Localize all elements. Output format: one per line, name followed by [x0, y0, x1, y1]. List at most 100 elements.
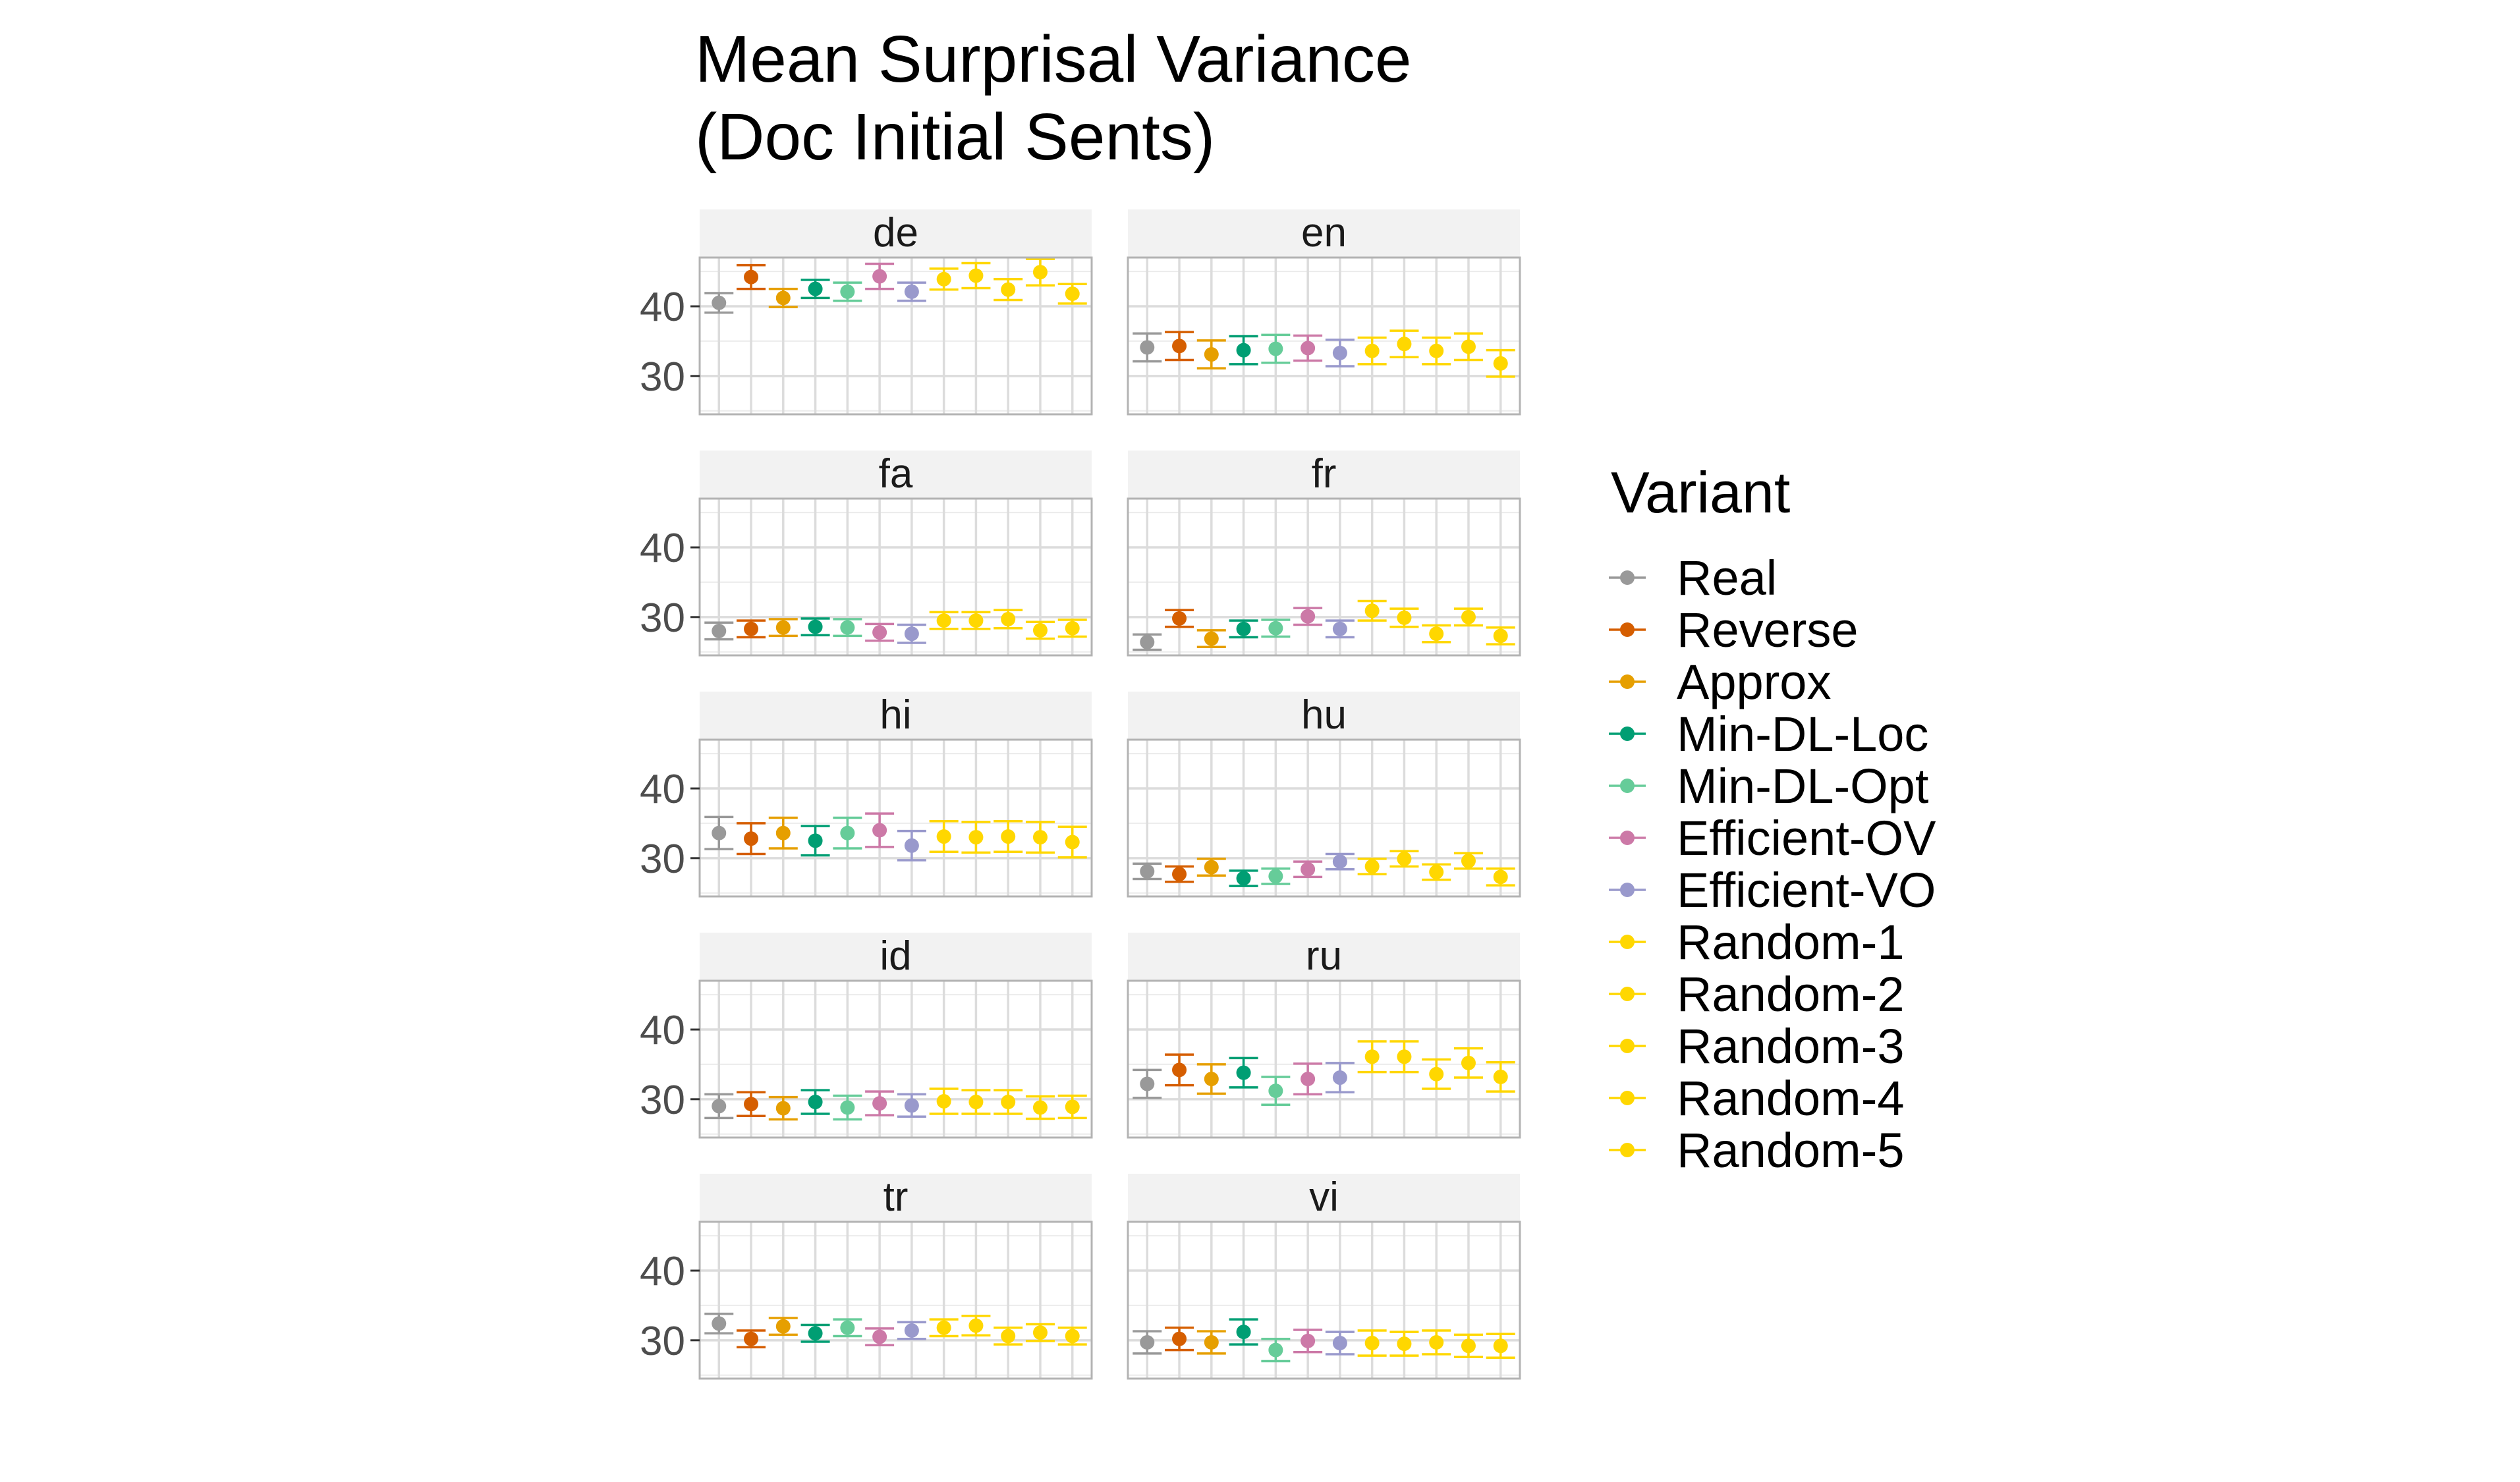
data-point [1332, 1336, 1347, 1351]
data-point [936, 1093, 951, 1109]
data-point [1493, 869, 1508, 885]
data-point [968, 613, 984, 628]
data-point [775, 290, 791, 306]
data-point [1268, 341, 1283, 356]
data-point [1301, 341, 1316, 356]
data-point [808, 281, 823, 296]
legend-label: Random-1 [1677, 915, 1905, 970]
data-point [968, 1318, 984, 1333]
legend-title: Variant [1611, 460, 1790, 525]
facet-strip [700, 1174, 1092, 1222]
facet-strip [1128, 1174, 1520, 1222]
data-point [1364, 1336, 1380, 1351]
data-point [1140, 1334, 1155, 1350]
data-point [808, 1326, 823, 1341]
data-point [1364, 859, 1380, 874]
data-point [936, 271, 951, 287]
y-tick-label: 40 [640, 1008, 685, 1053]
data-point [1032, 265, 1048, 280]
facet-strip [1128, 209, 1520, 258]
y-tick-label: 30 [640, 837, 685, 882]
data-point [1032, 1325, 1048, 1340]
data-point [1268, 869, 1283, 884]
facet-panel-tr: tr 30 40 [640, 1174, 1093, 1380]
panel-background [700, 1222, 1092, 1379]
legend-key-point [1620, 1143, 1635, 1157]
data-point [904, 284, 919, 299]
legend-item: Random-1 [1609, 915, 1905, 970]
data-point [1065, 620, 1080, 636]
legend: Variant RealReverseApproxMin-DL-LocMin-DL… [1609, 460, 1936, 1178]
legend-item: Reverse [1609, 603, 1859, 657]
data-point [968, 268, 984, 283]
facet-strip [700, 933, 1092, 981]
data-point [1268, 1342, 1283, 1358]
data-point [904, 838, 919, 853]
data-point [712, 1099, 727, 1114]
data-point [775, 825, 791, 840]
facet-panel-de: de 30 40 [640, 209, 1093, 416]
data-point [1301, 1333, 1316, 1348]
data-point [744, 621, 759, 636]
data-point [936, 829, 951, 844]
data-point [1461, 339, 1476, 354]
data-point [1493, 356, 1508, 371]
facet-strip-label: fa [879, 451, 913, 497]
facet-strip-label: fr [1312, 451, 1337, 497]
legend-key-point [1620, 987, 1635, 1001]
data-point [1172, 867, 1187, 882]
data-point [1065, 287, 1080, 302]
legend-label: Efficient-OV [1677, 811, 1936, 865]
facet-strip [700, 451, 1092, 499]
data-point [1172, 1331, 1187, 1346]
data-point [936, 613, 951, 628]
legend-label: Random-2 [1677, 967, 1905, 1022]
y-tick-label: 40 [640, 767, 685, 812]
facet-strip-label: ru [1306, 933, 1342, 979]
data-point [1397, 1336, 1412, 1352]
data-point [1204, 1334, 1219, 1350]
data-point [1236, 621, 1251, 636]
data-point [1301, 862, 1316, 877]
panel-border [698, 1221, 1093, 1380]
legend-label: Random-3 [1677, 1019, 1905, 1074]
data-point [904, 1323, 919, 1338]
facet-strip [1128, 933, 1520, 981]
data-point [1032, 1100, 1048, 1115]
facet-panel-hi: hi 30 40 [640, 692, 1093, 898]
data-point [1301, 1072, 1316, 1087]
data-point [1172, 339, 1187, 354]
data-point [1397, 337, 1412, 352]
data-point [840, 1320, 855, 1335]
data-point [872, 625, 887, 640]
legend-label: Min-DL-Opt [1677, 759, 1929, 813]
data-point [1032, 830, 1048, 845]
legend-item: Approx [1609, 655, 1831, 709]
legend-label: Min-DL-Loc [1677, 707, 1928, 761]
legend-key-point [1620, 622, 1635, 637]
data-point [968, 1095, 984, 1110]
facet-panel-ru: ru [1127, 933, 1521, 1139]
legend-key-point [1620, 1091, 1635, 1105]
data-point [775, 620, 791, 635]
data-point [1461, 854, 1476, 869]
data-point [1332, 621, 1347, 636]
panel-background [1128, 258, 1520, 414]
facet-panel-vi: vi [1127, 1174, 1521, 1380]
panel-background [700, 740, 1092, 896]
data-point [1493, 1338, 1508, 1354]
legend-item: Random-2 [1609, 967, 1905, 1022]
data-point [712, 825, 727, 840]
panel-border [698, 738, 1093, 898]
data-point [1429, 1066, 1444, 1082]
data-point [1236, 871, 1251, 886]
data-point [744, 1331, 759, 1346]
data-point [1236, 1065, 1251, 1080]
data-point [1493, 1069, 1508, 1084]
panel-border [698, 497, 1093, 657]
data-point [1172, 611, 1187, 626]
data-point [904, 1098, 919, 1113]
legend-key-point [1620, 1039, 1635, 1053]
data-point [1001, 611, 1016, 626]
